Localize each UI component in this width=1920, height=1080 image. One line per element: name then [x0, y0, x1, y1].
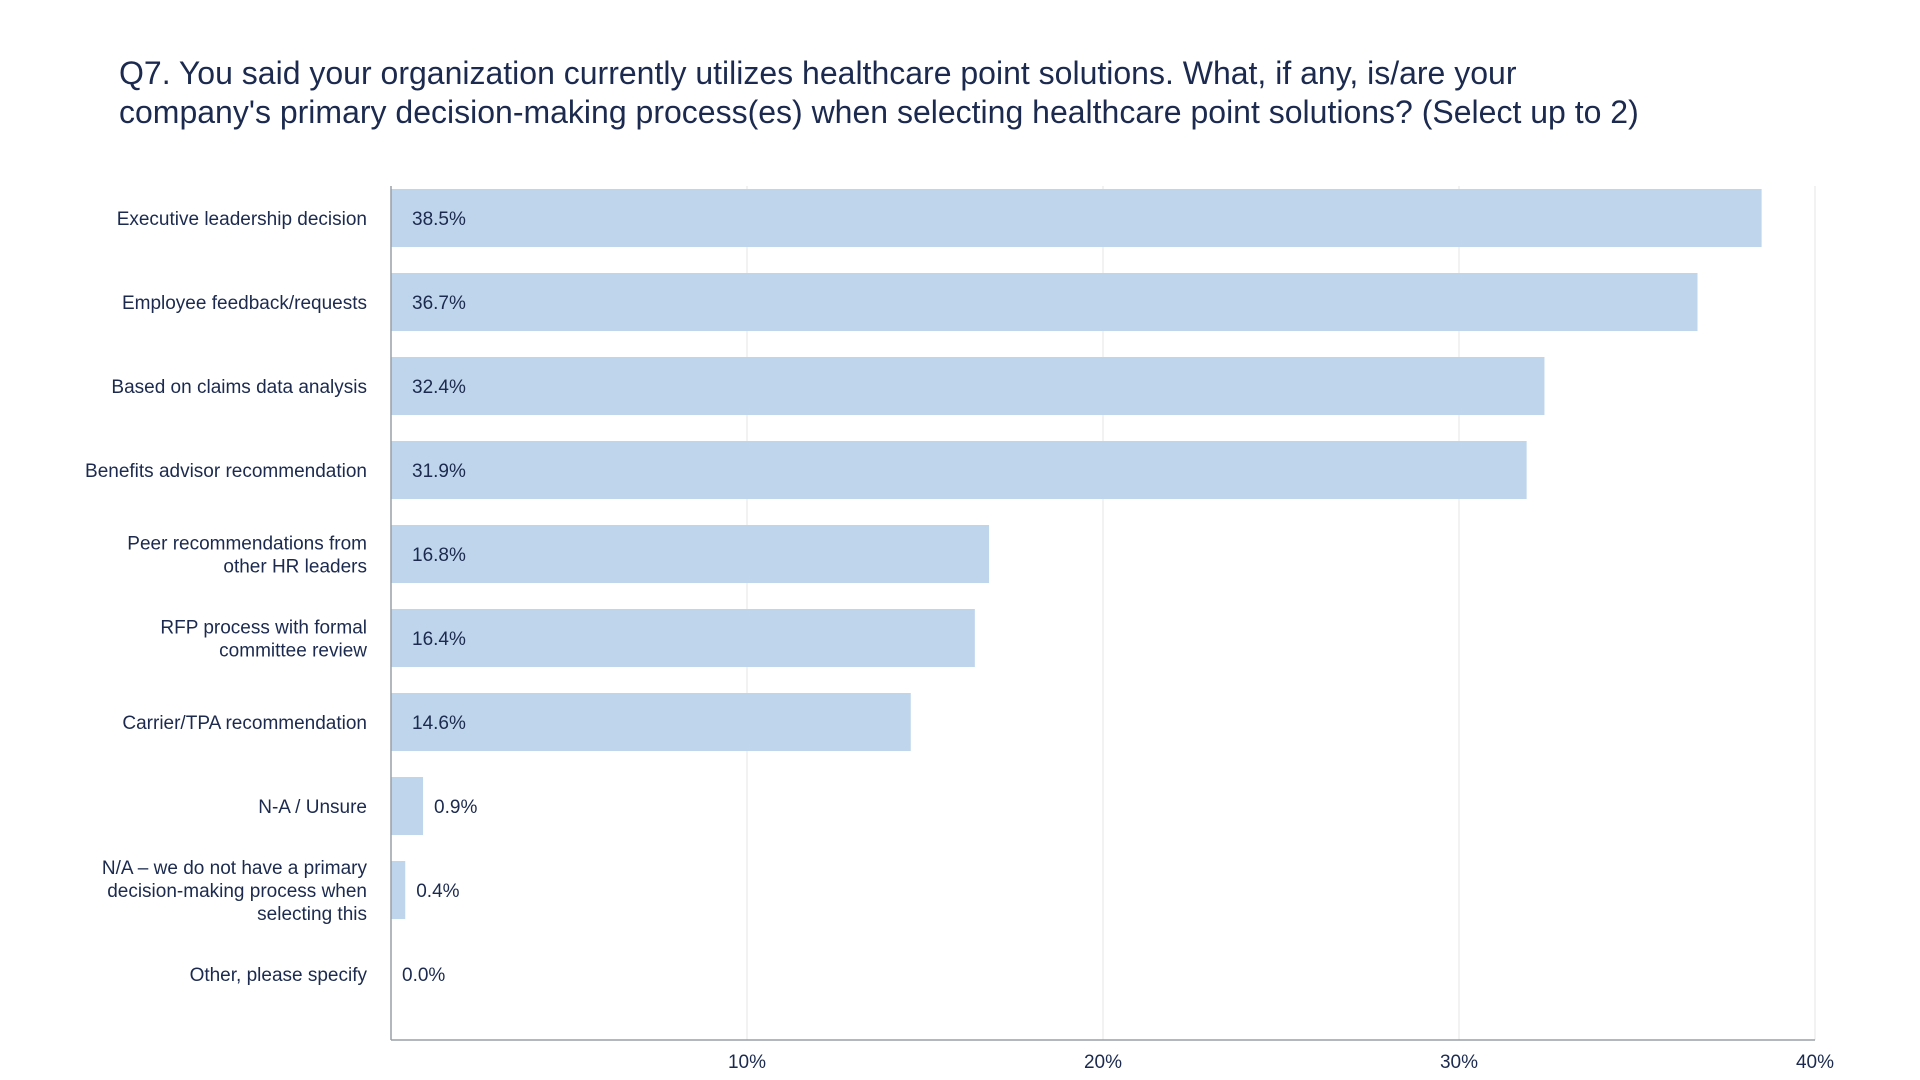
category-label: Executive leadership decision [117, 209, 367, 230]
x-tick-label: 30% [1440, 1052, 1478, 1073]
chart-title-line-2: company's primary decision-making proces… [119, 94, 1639, 130]
category-label: Employee feedback/requests [122, 293, 367, 314]
bar [391, 525, 990, 583]
x-tick-label: 40% [1796, 1052, 1834, 1073]
category-labels: Executive leadership decision Employee fe… [85, 209, 367, 986]
category-label: N/A – we do not have a primary decision-m… [102, 858, 368, 925]
value-label: 0.4% [416, 881, 459, 902]
value-label: 32.4% [412, 377, 466, 398]
value-label: 16.4% [412, 629, 466, 650]
category-label: Peer recommendations from other HR leader… [127, 534, 367, 578]
x-tick-label: 20% [1084, 1052, 1122, 1073]
value-labels: 38.5% 36.7% 32.4% 31.9% 16.8% 16.4% 14.6% 0.9% 0… [402, 209, 477, 986]
category-label: Benefits advisor recommendation [85, 461, 367, 482]
bar [391, 609, 975, 667]
bar [391, 357, 1545, 415]
category-label: RFP process with formal committee review [160, 618, 367, 662]
value-label: 0.9% [434, 797, 477, 818]
category-label: N-A / Unsure [258, 797, 367, 818]
bar [391, 441, 1527, 499]
bars [391, 189, 1762, 919]
x-tick-label: 10% [728, 1052, 766, 1073]
bar [391, 777, 424, 835]
x-axis-ticks: 10% 20% 30% 40% [390, 186, 1834, 1073]
chart-title: Q7. You said your organization currently… [119, 54, 1879, 132]
category-label: Based on claims data analysis [111, 377, 367, 398]
bar [391, 861, 406, 919]
chart-title-line-1: Q7. You said your organization currently… [119, 55, 1517, 91]
bar [391, 273, 1698, 331]
value-label: 0.0% [402, 965, 445, 986]
value-label: 14.6% [412, 713, 466, 734]
bar [391, 189, 1762, 247]
value-label: 16.8% [412, 545, 466, 566]
category-label: Carrier/TPA recommendation [122, 713, 367, 734]
value-label: 31.9% [412, 461, 466, 482]
bar [391, 693, 911, 751]
value-label: 36.7% [412, 293, 466, 314]
value-label: 38.5% [412, 209, 466, 230]
category-label: Other, please specify [190, 965, 368, 986]
